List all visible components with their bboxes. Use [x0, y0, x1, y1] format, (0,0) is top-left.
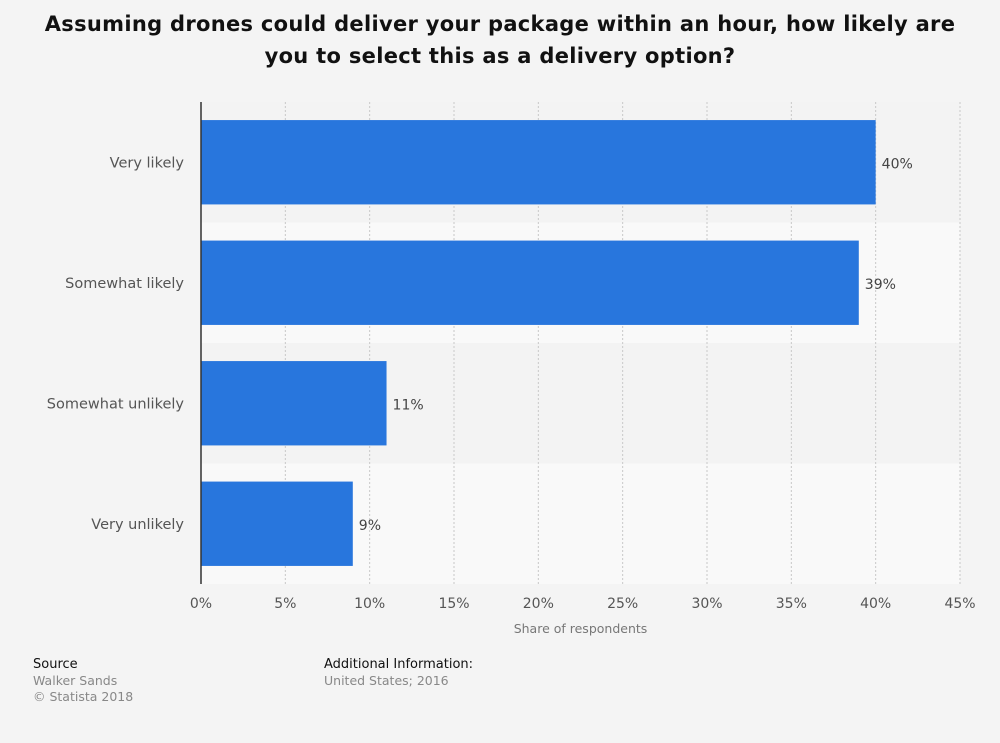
value-label: 11%	[393, 397, 424, 413]
x-tick-label: 10%	[354, 596, 385, 612]
x-axis-label: Share of respondents	[514, 621, 648, 636]
x-tick-label: 30%	[691, 596, 722, 612]
x-tick-label: 20%	[523, 596, 554, 612]
category-label: Very unlikely	[91, 517, 184, 533]
additional-info-block: Additional Information: United States; 2…	[324, 657, 473, 689]
chart-title: Assuming drones could deliver your packa…	[44, 12, 956, 68]
category-label: Somewhat likely	[65, 276, 184, 292]
x-tick-label: 15%	[438, 596, 469, 612]
x-tick-label: 45%	[944, 596, 975, 612]
bar-1	[201, 240, 859, 325]
value-label: 40%	[882, 156, 913, 172]
copyright: © Statista 2018	[33, 689, 134, 704]
x-tick-label: 35%	[776, 596, 807, 612]
x-tick-label: 25%	[607, 596, 638, 612]
source-label: Source	[33, 657, 78, 672]
source-block: Source Walker Sands © Statista 2018	[33, 657, 133, 705]
bar-chart: Very likely 40% Somewhat likely 39% Somewhat…	[47, 102, 976, 636]
value-label: 39%	[865, 277, 896, 293]
value-label: 9%	[359, 518, 381, 534]
additional-info-label: Additional Information:	[324, 657, 474, 672]
source-value: Walker Sands	[33, 673, 118, 688]
x-tick-label: 5%	[274, 596, 296, 612]
bar-0	[201, 120, 876, 205]
category-label: Very likely	[110, 155, 185, 171]
bar-2	[201, 361, 387, 446]
additional-info-value: United States; 2016	[324, 673, 449, 688]
category-label: Somewhat unlikely	[47, 396, 185, 412]
x-tick-label: 40%	[860, 596, 891, 612]
bar-3	[201, 481, 353, 566]
x-tick-label: 0%	[190, 596, 212, 612]
